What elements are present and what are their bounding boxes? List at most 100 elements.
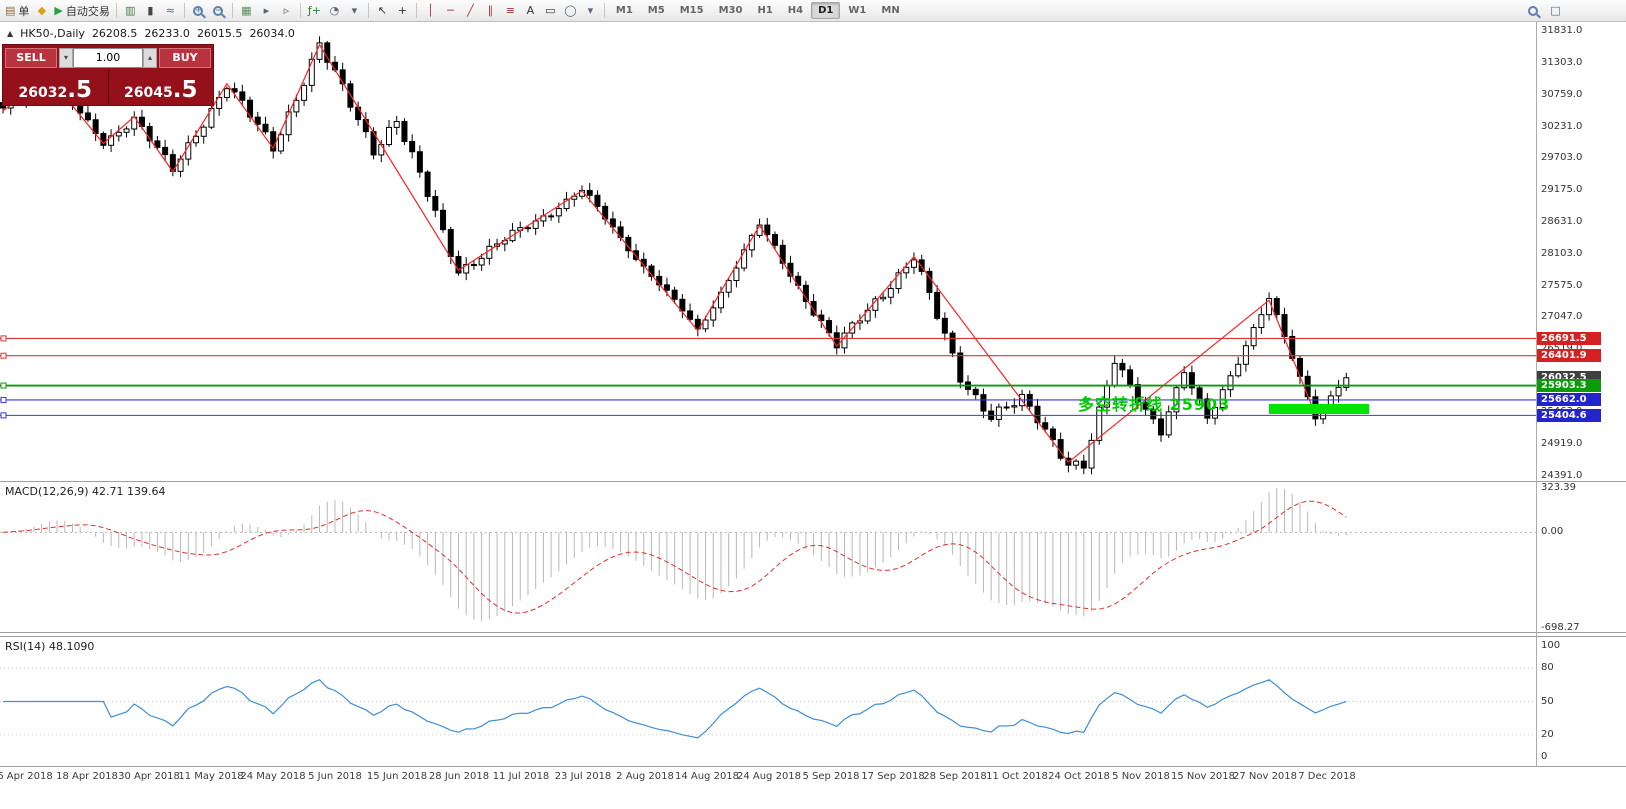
- rsi-axis-label: 80: [1541, 662, 1554, 674]
- indicators-button: ƒ+: [307, 4, 321, 17]
- date-label: 28 Jun 2018: [428, 771, 490, 782]
- rsi-pane-surface[interactable]: [0, 637, 1537, 766]
- volume-input[interactable]: 1.00: [73, 47, 143, 68]
- vertical-line-icon[interactable]: │: [421, 2, 440, 20]
- time-axis[interactable]: 6 Apr 2018 18 Apr 2018 30 Apr 2018 11 May 2…: [0, 767, 1626, 791]
- volume-decrease-button[interactable]: ▾: [59, 47, 73, 68]
- sell-price-frac: .5: [67, 77, 92, 104]
- date-label: 27 Nov 2018: [1232, 771, 1298, 782]
- zoom-in-button[interactable]: +: [189, 2, 208, 20]
- date-label: 11 Oct 2018: [986, 771, 1048, 782]
- pane-separator: [0, 636, 1626, 637]
- buy-button[interactable]: BUY: [159, 47, 211, 68]
- label-icon: ▭: [545, 4, 556, 17]
- pane-separator[interactable]: [0, 481, 1626, 482]
- shapes-icon: ◯: [564, 4, 577, 17]
- autotrading-button[interactable]: ▶ 自动交易: [52, 2, 111, 20]
- ohlc-open: 26208.5: [91, 27, 138, 40]
- symbol-title: HK50-,Daily: [20, 27, 85, 40]
- timeframe-d1[interactable]: D1: [811, 2, 841, 19]
- search-icon: [1527, 5, 1538, 16]
- rsi-label: RSI(14) 48.1090: [5, 640, 95, 653]
- text-icon[interactable]: A: [521, 2, 540, 20]
- date-label: 5 Sep 2018: [802, 771, 860, 782]
- periods-icon: ◔: [329, 4, 340, 17]
- label-icon[interactable]: ▭: [541, 2, 560, 20]
- candlestick-chart-icon[interactable]: ▮: [141, 2, 160, 20]
- new-chart-icon: □: [1550, 4, 1561, 17]
- timeframe-m5[interactable]: M5: [647, 5, 665, 16]
- periods-icon[interactable]: ◔: [325, 2, 344, 20]
- new-chart-icon[interactable]: □: [1546, 2, 1565, 20]
- price-axis-label: 27047.0: [1541, 311, 1583, 323]
- timeframe-m30[interactable]: M30: [718, 5, 743, 16]
- auto-scroll-icon[interactable]: ▸: [257, 2, 276, 20]
- search-icon[interactable]: [1523, 2, 1542, 20]
- cursor-icon[interactable]: ↖: [373, 2, 392, 20]
- sell-price[interactable]: 26032 .5: [3, 70, 109, 104]
- autotrading-button-label: 自动交易: [65, 4, 110, 18]
- new-order-icon[interactable]: ▤ 单: [3, 2, 31, 20]
- timeframe-m15[interactable]: M15: [679, 5, 704, 16]
- alerts-icon: ◆: [37, 4, 47, 17]
- bar-chart-icon[interactable]: ▥: [121, 2, 140, 20]
- zoom-out-button[interactable]: −: [209, 2, 228, 20]
- volume-increase-button[interactable]: ▴: [143, 47, 157, 68]
- pane-separator[interactable]: [0, 632, 1626, 633]
- alerts-icon[interactable]: ◆: [32, 2, 51, 20]
- pane-separator: [0, 766, 1626, 767]
- date-label: 30 Apr 2018: [118, 771, 180, 782]
- timeframe-h1[interactable]: H1: [757, 5, 773, 16]
- timeframe-w1[interactable]: W1: [848, 5, 867, 16]
- timeframe-h4[interactable]: H4: [787, 5, 804, 16]
- fibonacci-icon[interactable]: ≡: [501, 2, 520, 20]
- timeframe-m1[interactable]: M1: [615, 5, 633, 16]
- shapes-icon[interactable]: ◯: [561, 2, 580, 20]
- price-axis-label: 28103.0: [1541, 247, 1583, 259]
- sell-button[interactable]: SELL: [5, 47, 57, 68]
- horizontal-line-icon[interactable]: ─: [441, 2, 460, 20]
- price-tag: 26691.5: [1537, 331, 1601, 345]
- price-axis-label: 30759.0: [1541, 89, 1583, 101]
- price-tag: 26401.9: [1537, 349, 1601, 363]
- chart-shift-icon[interactable]: ▹: [277, 2, 296, 20]
- sell-price-main: 26032: [18, 84, 68, 101]
- toolbar-separator: [231, 3, 233, 18]
- date-label: 6 Apr 2018: [0, 771, 53, 782]
- date-label: 14 Aug 2018: [674, 771, 740, 782]
- toolbar-separator: [183, 3, 185, 18]
- buy-price[interactable]: 26045 .5: [109, 70, 214, 104]
- templates-dropdown-icon[interactable]: ▾: [345, 2, 364, 20]
- shapes-dropdown-icon[interactable]: ▾: [581, 2, 600, 20]
- price-axis-label: 30231.0: [1541, 120, 1583, 132]
- date-label: 24 May 2018: [240, 771, 306, 782]
- channel-icon[interactable]: ∥: [481, 2, 500, 20]
- date-label: 24 Aug 2018: [736, 771, 802, 782]
- trendline-icon[interactable]: ╱: [461, 2, 480, 20]
- price-axis-label: 24919.0: [1541, 438, 1583, 450]
- candlestick-chart-icon: ▮: [147, 4, 154, 17]
- main-chart-surface[interactable]: [0, 22, 1537, 481]
- ohlc-close: 26034.0: [249, 27, 295, 40]
- text-icon: A: [526, 4, 535, 17]
- auto-scroll-icon: ▸: [263, 4, 270, 17]
- line-chart-icon[interactable]: ≈: [161, 2, 180, 20]
- timeframe-mn[interactable]: MN: [881, 5, 900, 16]
- date-label: 11 May 2018: [178, 771, 244, 782]
- price-tag: 25903.3: [1537, 379, 1601, 393]
- new-order-icon-label: 单: [18, 4, 30, 18]
- indicators-button[interactable]: ƒ+: [305, 2, 324, 20]
- zoom-out-button: −: [213, 5, 224, 16]
- chart-ohlc-header: ▲ HK50-,Daily 26208.5 26233.0 26015.5 26…: [7, 27, 295, 40]
- templates-dropdown-icon: ▾: [351, 4, 358, 17]
- crosshair-icon[interactable]: +: [393, 2, 412, 20]
- tile-windows-icon[interactable]: ▦: [237, 2, 256, 20]
- toolbar-separator: [415, 3, 417, 18]
- support-highlight-bar: [1269, 403, 1370, 415]
- collapse-panel-icon[interactable]: ▲: [7, 29, 14, 38]
- buy-price-frac: .5: [172, 77, 198, 104]
- macd-pane-surface[interactable]: [0, 482, 1537, 632]
- toolbar-separator: [299, 3, 301, 18]
- price-axis-label: 29175.0: [1541, 183, 1583, 195]
